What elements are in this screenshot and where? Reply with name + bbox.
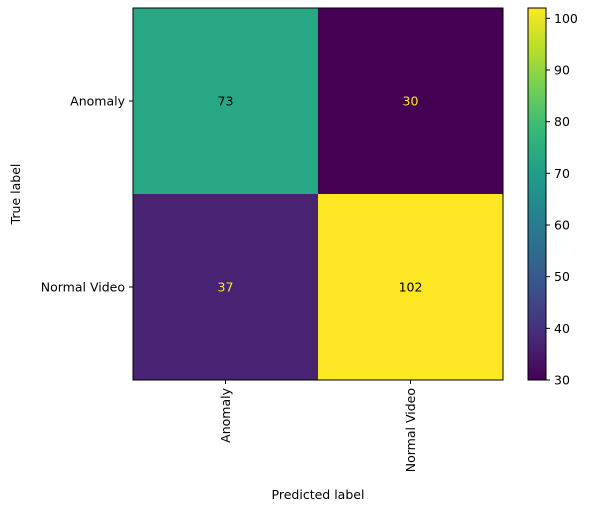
- x-tick-label: Normal Video: [403, 388, 418, 472]
- plot-frame: [132, 7, 504, 381]
- y-axis-ticks: Anomaly Normal Video: [41, 94, 133, 295]
- colorbar-tick-label: 90: [554, 63, 570, 78]
- colorbar-tick-label: 70: [554, 166, 570, 181]
- heatmap-cell: [318, 194, 503, 380]
- colorbar: 30 40 50 60 70 80 90 100: [527, 7, 578, 388]
- colorbar-tick-label: 60: [554, 218, 570, 233]
- x-axis-ticks: Anomaly Normal Video: [218, 380, 418, 472]
- cell-value-label: 30: [403, 94, 419, 109]
- colorbar-tick-label: 30: [554, 373, 570, 388]
- y-axis-label: True label: [8, 164, 23, 226]
- cell-value-label: 102: [399, 280, 423, 295]
- colorbar-tick-label: 80: [554, 114, 570, 129]
- colorbar-tick-label: 40: [554, 321, 570, 336]
- heatmap-cell-labels: 73 30 37 102: [218, 94, 423, 295]
- y-tick-label: Normal Video: [41, 280, 125, 295]
- x-axis-label: Predicted label: [272, 487, 365, 502]
- y-tick-label: Anomaly: [70, 94, 125, 109]
- cell-value-label: 37: [218, 280, 234, 295]
- colorbar-gradient: [527, 7, 547, 381]
- colorbar-ticks: 30 40 50 60 70 80 90 100: [546, 11, 578, 388]
- heatmap-cell: [133, 8, 318, 194]
- cell-value-label: 73: [218, 94, 234, 109]
- colorbar-tick-label: 100: [554, 11, 578, 26]
- heatmap-cells: [133, 8, 503, 380]
- colorbar-tick-label: 50: [554, 269, 570, 284]
- heatmap-cell: [318, 8, 503, 194]
- heatmap-cell: [133, 194, 318, 380]
- x-tick-label: Anomaly: [218, 387, 233, 442]
